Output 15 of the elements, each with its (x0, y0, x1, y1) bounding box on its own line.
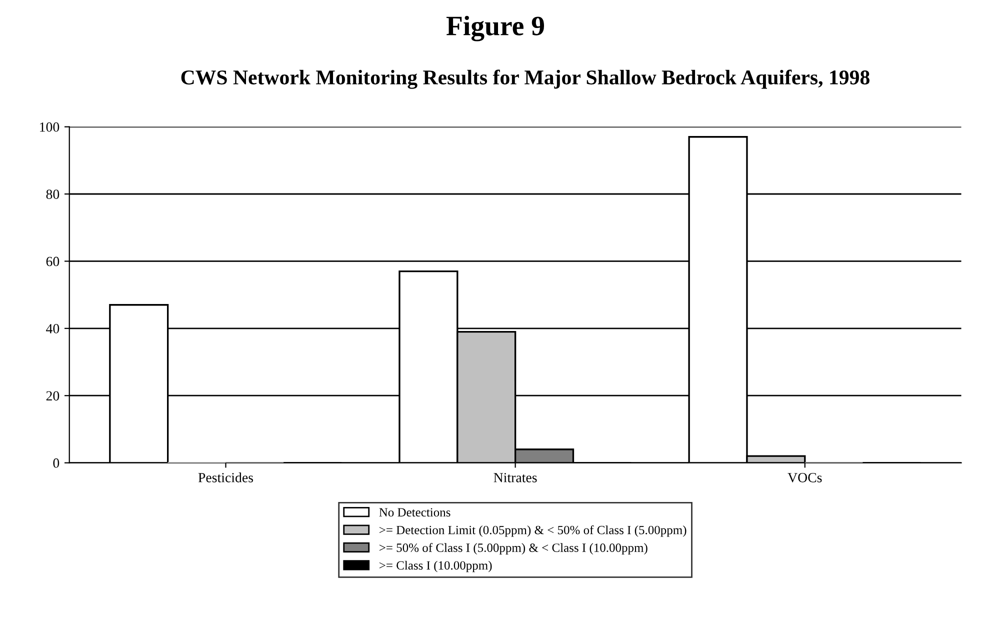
x-tick-label: Pesticides (198, 472, 254, 482)
y-tick-label: 80 (46, 190, 60, 199)
y-tick-label: 100 (40, 122, 60, 132)
y-tick-label: 60 (46, 256, 60, 266)
y-tick-label: 20 (46, 391, 60, 401)
chart-subtitle: CWS Network Monitoring Results for Major Shallow Bedrock Aquifers, 1998 (181, 70, 870, 89)
chart-title: Figure 9 (446, 16, 544, 42)
y-tick-label: 0 (53, 458, 60, 468)
x-tick-label: VOCs (788, 472, 822, 482)
legend-label: >= 50% of Class I (5.00ppm) & < Class I (10.00ppm) (380, 543, 648, 555)
y-tick-label: 40 (46, 324, 60, 334)
legend-label: >= Class I (10.00ppm) (380, 560, 492, 572)
legend-label: No Detections (379, 508, 450, 517)
x-tick-label: Nitrates (494, 472, 537, 482)
legend-label: >= Detection Limit (0.05ppm) & < 50% of Class I (5.00ppm) (380, 525, 686, 537)
